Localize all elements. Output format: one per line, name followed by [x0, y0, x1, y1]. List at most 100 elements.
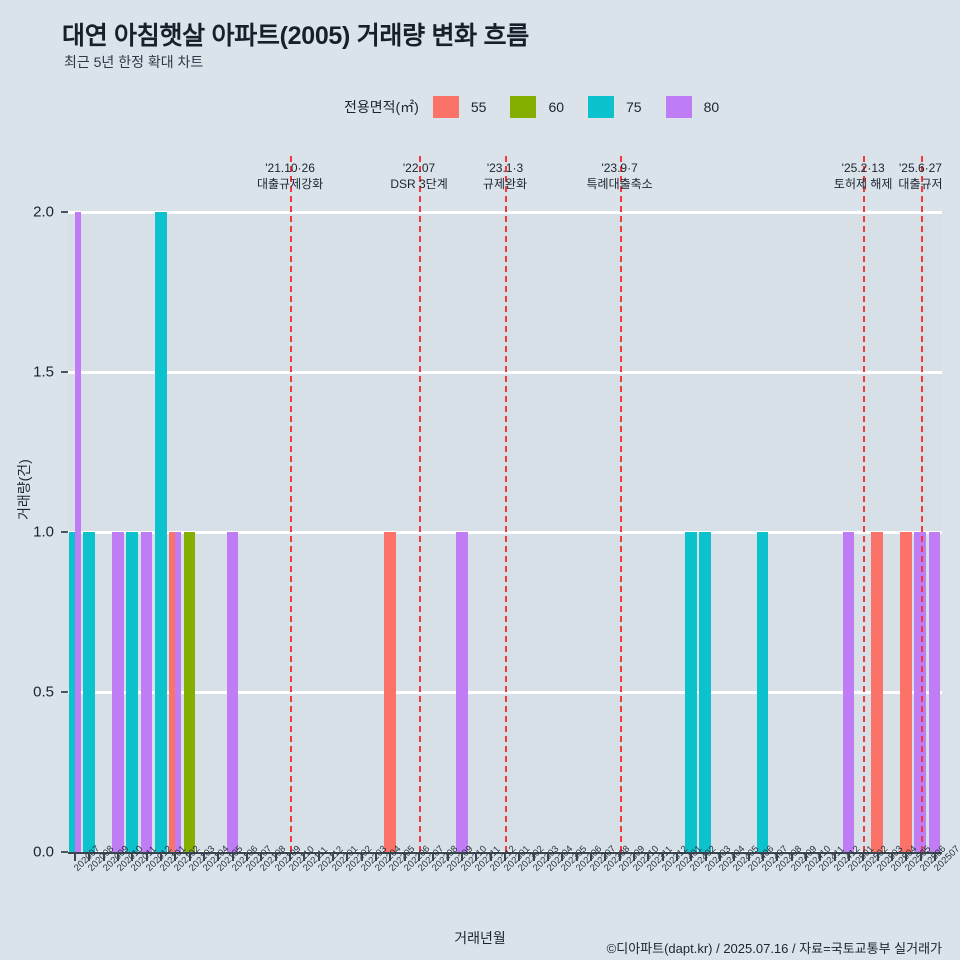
x-tick-mark — [804, 852, 807, 861]
event-name: DSR 3단계 — [390, 177, 448, 191]
x-tick-mark — [747, 852, 750, 861]
bar[interactable] — [140, 532, 153, 852]
bar[interactable] — [842, 532, 855, 852]
event-line — [920, 156, 923, 852]
bar[interactable] — [699, 532, 712, 852]
x-tick-mark — [733, 852, 736, 861]
bar[interactable] — [685, 532, 697, 852]
x-tick-mark — [74, 852, 77, 861]
page-subtitle: 최근 5년 한정 확대 차트 — [64, 54, 204, 70]
x-tick-mark — [876, 852, 879, 861]
x-tick-mark — [618, 852, 621, 861]
y-tick-mark — [61, 371, 68, 373]
event-name: 특례대출축소 — [586, 177, 653, 191]
x-tick-mark — [174, 852, 177, 861]
bar[interactable] — [914, 532, 927, 852]
event-label: '22.07 DSR 3단계 — [390, 160, 447, 192]
event-label: '23.9·7 특례대출축소 — [586, 160, 652, 192]
bar[interactable] — [111, 532, 124, 852]
event-date: '23.1·3 — [486, 161, 524, 175]
x-tick-mark — [289, 852, 292, 861]
legend-swatch-55 — [432, 96, 459, 118]
x-tick-mark — [718, 852, 721, 861]
x-tick-mark — [532, 852, 535, 861]
y-tick-mark — [61, 531, 68, 533]
x-tick-mark — [933, 852, 936, 861]
x-tick-mark — [790, 852, 793, 861]
bar[interactable] — [226, 532, 239, 852]
legend-title: 전용면적(㎡) — [344, 99, 419, 115]
legend-swatch-60 — [510, 96, 537, 118]
x-tick-mark — [546, 852, 549, 861]
x-tick-mark — [647, 852, 650, 861]
x-tick-mark — [389, 852, 392, 861]
legend-item[interactable]: 55 — [432, 96, 505, 118]
x-tick-mark — [160, 852, 163, 861]
event-date: '22.07 — [402, 161, 436, 175]
bar[interactable] — [455, 532, 468, 852]
bar[interactable] — [169, 532, 175, 852]
x-tick-mark — [575, 852, 578, 861]
x-tick-mark — [117, 852, 120, 861]
x-tick-mark — [246, 852, 249, 861]
x-tick-mark — [862, 852, 865, 861]
bar[interactable] — [175, 532, 181, 852]
x-tick-mark — [461, 852, 464, 861]
legend-swatch-75 — [588, 96, 615, 118]
x-tick-mark — [847, 852, 850, 861]
x-tick-mark — [604, 852, 607, 861]
x-tick-mark — [475, 852, 478, 861]
y-tick-label: 0.0 — [33, 843, 54, 861]
x-tick-mark — [102, 852, 105, 861]
x-tick-mark — [188, 852, 191, 861]
x-tick-mark — [690, 852, 693, 861]
bar[interactable] — [928, 532, 941, 852]
legend-label-60: 60 — [548, 99, 565, 115]
legend-item[interactable]: 60 — [510, 96, 582, 118]
event-label: '25.6·27 대출규저 — [898, 160, 942, 192]
x-tick-mark — [432, 852, 435, 861]
bar[interactable] — [83, 532, 96, 852]
x-tick-mark — [905, 852, 908, 861]
x-tick-mark — [217, 852, 220, 861]
x-tick-mark — [360, 852, 363, 861]
event-name: 대출규제강화 — [256, 177, 324, 191]
x-tick-mark — [675, 852, 678, 861]
bar[interactable] — [900, 532, 912, 852]
bar[interactable] — [69, 532, 75, 852]
event-line — [619, 156, 622, 852]
event-label: '23.1·3 규제완화 — [483, 160, 527, 192]
x-tick-mark — [632, 852, 635, 861]
y-tick-label: 1.0 — [33, 523, 54, 541]
bar[interactable] — [75, 212, 81, 852]
x-tick-mark — [489, 852, 492, 861]
bar[interactable] — [384, 532, 396, 852]
event-name: 대출규저 — [898, 177, 943, 191]
bar[interactable] — [871, 532, 884, 852]
x-tick-mark — [303, 852, 306, 861]
bar[interactable] — [154, 212, 167, 852]
bar[interactable] — [126, 532, 139, 852]
y-tick-label: 0.5 — [33, 683, 54, 701]
bar[interactable] — [756, 532, 769, 852]
x-tick-mark — [145, 852, 148, 861]
x-tick-mark — [346, 852, 349, 861]
event-date: '23.9·7 — [601, 161, 638, 175]
x-tick-mark — [819, 852, 822, 861]
x-tick-mark — [317, 852, 320, 861]
x-tick-mark — [131, 852, 134, 861]
event-label: '25.2·13 토허제 해제 — [834, 160, 893, 192]
event-date: '21.10·26 — [265, 161, 315, 175]
footer-credit: ©디아파트(dapt.kr) / 2025.07.16 / 자료=국토교통부 실… — [606, 941, 942, 956]
x-tick-mark — [518, 852, 521, 861]
x-tick-mark — [561, 852, 564, 861]
x-axis-label: 거래년월 — [454, 930, 506, 946]
legend-item[interactable]: 75 — [588, 96, 660, 118]
x-tick-mark — [88, 852, 91, 861]
event-line — [863, 156, 866, 852]
x-tick-mark — [504, 852, 506, 861]
legend-label-80: 80 — [703, 99, 720, 115]
legend-item[interactable]: 80 — [665, 96, 738, 118]
bar[interactable] — [183, 532, 196, 852]
x-tick-mark — [661, 852, 664, 861]
